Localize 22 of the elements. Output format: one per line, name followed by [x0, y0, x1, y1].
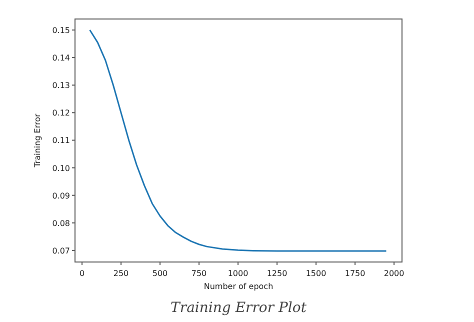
- y-tick-label: 0.12: [52, 108, 70, 118]
- y-tick-label: 0.07: [52, 246, 70, 256]
- x-tick-label: 2000: [384, 269, 404, 278]
- text: Training Error Plot: [170, 300, 307, 316]
- line-series: [89, 29, 387, 252]
- y-tick-label: 0.14: [52, 54, 70, 63]
- x-tick-label: 0: [79, 269, 85, 278]
- y-tick-label: 0.09: [52, 191, 70, 200]
- y-tick-label: 0.08: [52, 218, 70, 228]
- y-tick-label: 0.15: [52, 26, 70, 36]
- y-tick-label: 0.13: [52, 81, 70, 90]
- y-tick-label: 0.11: [52, 136, 70, 146]
- x-tick-label: 750: [191, 269, 207, 278]
- y-axis-title: Training Error: [33, 112, 42, 168]
- x-tick-label: 250: [113, 269, 129, 278]
- x-tick-label: 1250: [266, 269, 288, 278]
- x-tick-label: 1500: [306, 269, 326, 278]
- x-tick-label: 1750: [344, 269, 366, 278]
- x-tick-label: 1000: [228, 269, 248, 278]
- y-tick-label: 0.10: [52, 164, 70, 173]
- x-axis-title: Number of epoch: [204, 282, 274, 291]
- x-tick-label: 500: [152, 269, 168, 278]
